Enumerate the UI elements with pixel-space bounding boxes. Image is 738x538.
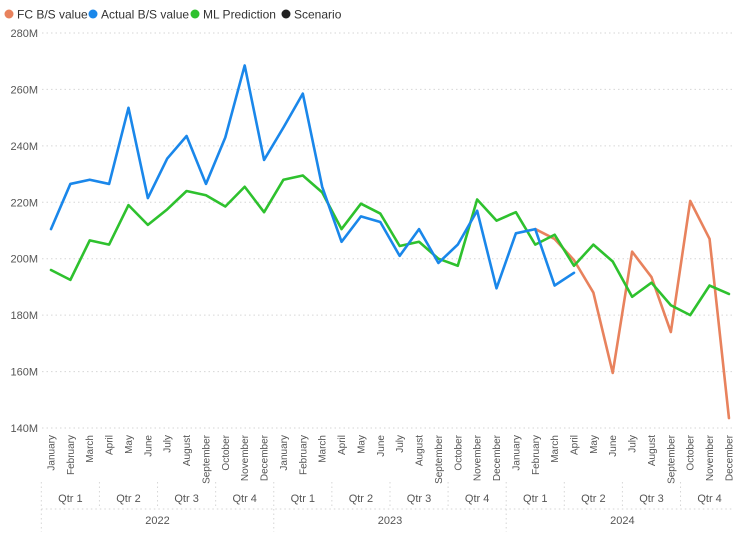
x-tick-label: October — [221, 434, 232, 470]
quarter-label: Qtr 3 — [639, 493, 663, 505]
x-tick-label: February — [66, 435, 77, 475]
legend-label-fc: FC B/S value — [17, 8, 88, 22]
x-tick-label: September — [434, 434, 445, 484]
y-tick-label: 260M — [10, 84, 38, 96]
x-axis: January February March April May June July Augu… — [40, 434, 735, 532]
y-tick-label: 180M — [10, 310, 38, 322]
x-tick-label: May — [356, 435, 367, 454]
x-tick-label: February — [298, 435, 309, 475]
legend-label-ml: ML Prediction — [203, 8, 276, 22]
x-tick-label: December — [724, 434, 735, 481]
x-tick-label: March — [85, 435, 96, 463]
quarter-label: Qtr 2 — [581, 493, 605, 505]
y-tick-label: 220M — [10, 197, 38, 209]
x-tick-label: July — [628, 435, 639, 453]
y-tick-label: 280M — [10, 28, 38, 40]
x-tick-label: April — [105, 435, 116, 455]
series-line-actual-b-s-value[interactable] — [49, 64, 576, 290]
legend-marker-ml — [190, 9, 200, 19]
quarter-label: Qtr 3 — [174, 493, 198, 505]
legend-item-ml[interactable]: ML Prediction — [190, 8, 276, 22]
quarter-label: Qtr 2 — [349, 493, 373, 505]
series-line-fc-b-s-value[interactable] — [533, 199, 731, 420]
legend-item-scenario[interactable]: Scenario — [281, 8, 342, 22]
x-tick-label: January — [279, 435, 290, 471]
quarter-label: Qtr 1 — [58, 493, 82, 505]
x-tick-label: August — [647, 435, 658, 466]
x-tick-label: June — [608, 435, 619, 457]
legend-label-actual: Actual B/S value — [101, 8, 189, 22]
x-tick-label: March — [550, 435, 561, 463]
year-label: 2023 — [378, 515, 402, 527]
legend-marker-scenario — [281, 9, 291, 19]
x-tick-label: January — [511, 435, 522, 471]
gridlines — [42, 32, 734, 429]
x-tick-label: March — [318, 435, 329, 463]
year-label: 2024 — [610, 515, 634, 527]
x-tick-label: October — [453, 434, 464, 470]
quarter-label: Qtr 4 — [465, 493, 489, 505]
x-tick-label: October — [686, 434, 697, 470]
year-label: 2022 — [145, 515, 169, 527]
y-tick-label: 140M — [10, 423, 38, 435]
y-tick-label: 160M — [10, 367, 38, 379]
x-tick-label: December — [492, 434, 503, 481]
legend-marker-actual — [88, 9, 98, 19]
quarter-label: Qtr 2 — [116, 493, 140, 505]
y-tick-label: 240M — [10, 141, 38, 153]
quarter-label: Qtr 1 — [291, 493, 315, 505]
plot-area — [49, 64, 731, 420]
x-tick-label: November — [473, 434, 484, 481]
x-tick-label: July — [395, 435, 406, 453]
legend: FC B/S value Actual B/S value ML Predict… — [4, 8, 342, 22]
x-tick-label: November — [705, 434, 716, 481]
y-axis: 280M 260M 240M 220M 200M 180M 160M 140M — [10, 28, 38, 435]
x-tick-label: January — [47, 435, 58, 471]
x-tick-label: September — [666, 434, 677, 484]
y-tick-label: 200M — [10, 254, 38, 266]
x-tick-label: August — [182, 435, 193, 466]
x-tick-label: August — [415, 435, 426, 466]
quarter-label: Qtr 3 — [407, 493, 431, 505]
x-tick-label: June — [376, 435, 387, 457]
x-tick-label: June — [143, 435, 154, 457]
legend-item-actual[interactable]: Actual B/S value — [88, 8, 190, 22]
x-tick-label: April — [569, 435, 580, 455]
x-tick-label: December — [260, 434, 271, 481]
x-tick-label: July — [163, 435, 174, 453]
legend-label-scenario: Scenario — [294, 8, 342, 22]
x-tick-label: May — [589, 435, 600, 454]
x-tick-label: November — [240, 434, 251, 481]
quarter-label: Qtr 4 — [697, 493, 721, 505]
x-tick-label: April — [337, 435, 348, 455]
quarter-label: Qtr 1 — [523, 493, 547, 505]
series-line-ml-prediction[interactable] — [49, 174, 731, 317]
x-tick-label: September — [201, 434, 212, 484]
legend-item-fc[interactable]: FC B/S value — [4, 8, 89, 22]
x-tick-label: February — [531, 435, 542, 475]
quarter-label: Qtr 4 — [232, 493, 256, 505]
legend-marker-fc — [4, 9, 14, 19]
x-tick-label: May — [124, 435, 135, 454]
